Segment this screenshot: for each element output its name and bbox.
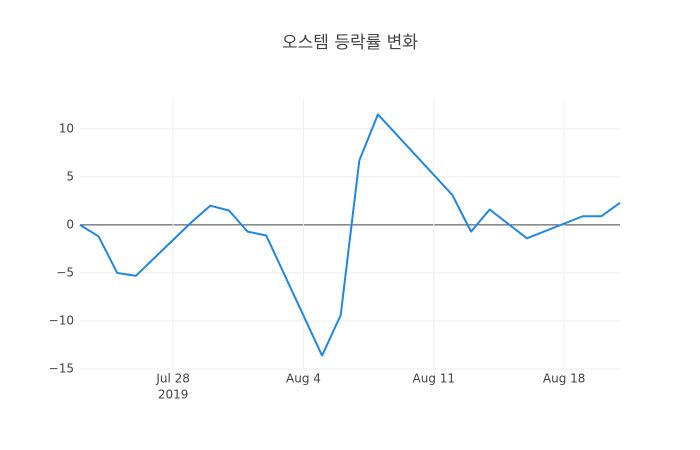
y-tick-label: 10: [59, 121, 74, 135]
y-tick-label: 0: [66, 217, 74, 231]
line: [79, 113, 621, 357]
x-tick-label: Aug 11: [413, 372, 456, 386]
x-tick-label: Aug 18: [543, 372, 586, 386]
y-tick-label: −5: [56, 265, 74, 279]
y-tick-label: −15: [49, 362, 74, 376]
x-tick-label: Jul 28: [155, 372, 190, 386]
x-year-label: 2019: [158, 388, 189, 402]
y-tick-label: 5: [66, 169, 74, 183]
x-tick-label: Aug 4: [286, 372, 321, 386]
y-tick-label: −10: [49, 313, 74, 327]
chart-title: 오스템 등락률 변화: [282, 33, 418, 53]
